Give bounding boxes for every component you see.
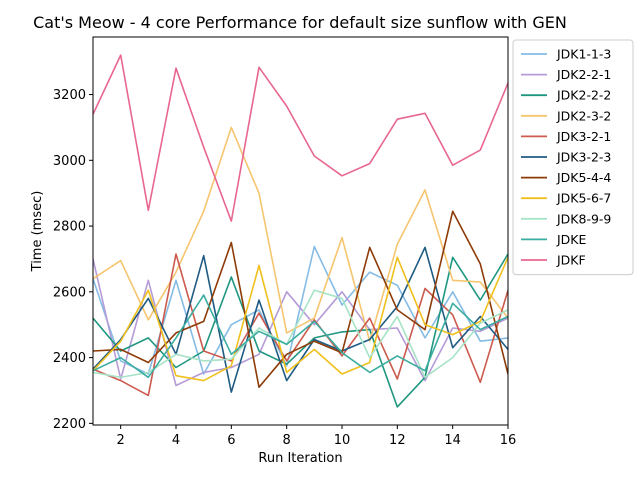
y-tick-label: 3200	[53, 88, 86, 103]
x-tick-label: 4	[172, 433, 180, 448]
series-layer	[93, 54, 508, 408]
legend-entry-label: JDK1-1-3	[556, 47, 611, 62]
series-line-jdk2-2-2	[93, 253, 508, 408]
legend-entry-label: JDKF	[556, 253, 586, 268]
y-axis: 2200 2400 2600 2800 3000 3200	[53, 88, 93, 432]
legend-entry-label: JDKE	[556, 232, 587, 247]
legend-entry-label: JDK2-2-1	[556, 67, 611, 82]
x-tick-label: 10	[334, 433, 351, 448]
y-tick-label: 2600	[53, 285, 86, 300]
y-axis-label: Time (msec)	[30, 191, 45, 273]
x-tick-label: 8	[283, 433, 291, 448]
x-tick-label: 12	[389, 433, 406, 448]
legend-box	[512, 39, 634, 276]
series-line-jdke	[93, 294, 508, 379]
legend: JDK1-1-3 JDK2-2-1 JDK2-2-2 JDK2-3-2 JDK3-2-1…	[512, 39, 634, 276]
legend-entry-label: JDK3-2-1	[556, 129, 611, 144]
series-line-jdk2-3-2	[93, 126, 508, 343]
series-line-jdk8-9-9	[93, 289, 508, 379]
legend-entry-label: JDK5-4-4	[556, 170, 611, 185]
legend-entry-label: JDK8-9-9	[556, 211, 611, 226]
series-line-jdk5-4-4	[93, 210, 508, 389]
plot-area: 2 4 6 8 10 12 14 16 2200 2400 2600 2800 3000 3200	[53, 36, 517, 448]
x-axis: 2 4 6 8 10 12 14 16	[117, 425, 517, 448]
legend-entry-label: JDK2-2-2	[556, 88, 611, 103]
y-tick-label: 2200	[53, 417, 86, 432]
x-tick-label: 6	[227, 433, 235, 448]
y-tick-label: 2400	[53, 351, 86, 366]
chart-title: Cat's Meow - 4 core Performance for defa…	[33, 13, 567, 32]
legend-entry-label: JDK2-3-2	[556, 108, 611, 123]
y-tick-label: 3000	[53, 154, 86, 169]
legend-entry-label: JDK5-6-7	[556, 191, 611, 206]
y-tick-label: 2800	[53, 220, 86, 235]
series-line-jdk5-6-7	[93, 256, 508, 382]
series-line-jdkf	[93, 54, 508, 222]
plot-frame	[92, 36, 509, 426]
legend-entry-label: JDK3-2-3	[556, 150, 611, 165]
x-axis-label: Run Iteration	[258, 451, 342, 466]
x-tick-label: 14	[444, 433, 461, 448]
x-tick-label: 16	[500, 433, 517, 448]
x-tick-label: 2	[117, 433, 125, 448]
